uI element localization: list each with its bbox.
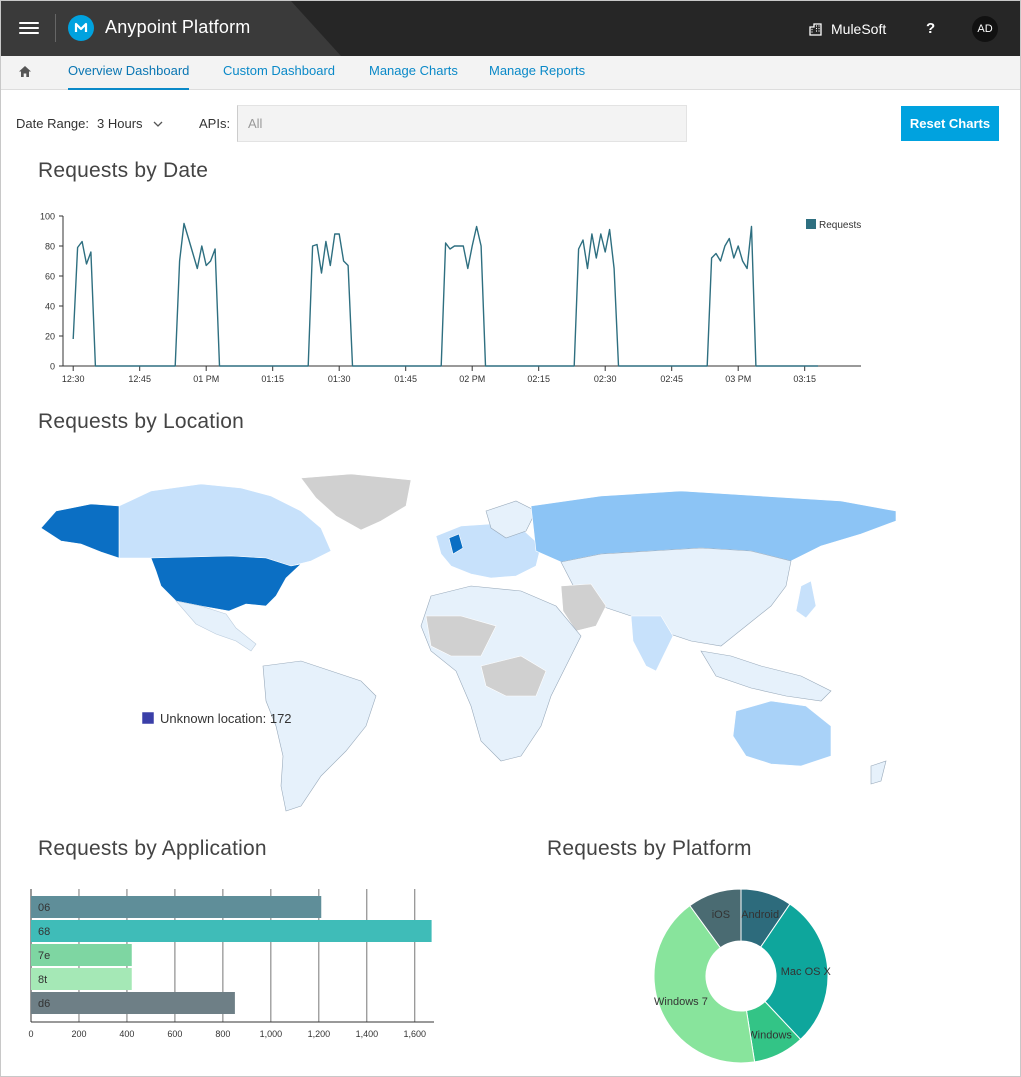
bar-x-tick-label: 600: [167, 1029, 182, 1039]
x-tick-label: 02:45: [660, 374, 683, 384]
application-bar[interactable]: [31, 992, 235, 1014]
x-tick-label: 03:15: [793, 374, 816, 384]
bar-x-tick-label: 1,400: [356, 1029, 379, 1039]
unknown-location-label: Unknown location: 172: [160, 711, 292, 726]
requests-by-application-chart: 0 200 400 600 800 1,000 1,200 1,400 1,600 06 68 7e 8…: [1, 881, 461, 1061]
requests-by-location-map: Unknown location: 172: [1, 466, 1021, 816]
map-region-se-asia[interactable]: [701, 651, 831, 701]
tab-custom-dashboard[interactable]: Custom Dashboard: [223, 63, 335, 90]
y-tick-label: 0: [50, 362, 55, 372]
application-bar[interactable]: [31, 920, 432, 942]
avatar[interactable]: AD: [972, 16, 998, 42]
tab-overview-dashboard[interactable]: Overview Dashboard: [68, 63, 189, 90]
bar-x-tick-label: 1,200: [308, 1029, 331, 1039]
bar-x-tick-label: 200: [71, 1029, 86, 1039]
requests-by-platform-title: Requests by Platform: [547, 837, 752, 861]
x-tick-label: 01:30: [328, 374, 351, 384]
map-region-new-zealand[interactable]: [871, 761, 886, 784]
requests-by-date-chart: 0 20 40 60 80 100 12:30 12:45 01 PM 01:15 01:30 01:…: [1, 201, 1021, 391]
x-tick-label: 02:30: [594, 374, 617, 384]
top-bar: Anypoint Platform MuleSoft ? AD: [1, 1, 1021, 56]
x-tick-label: 03 PM: [725, 374, 751, 384]
org-name: MuleSoft: [831, 21, 886, 37]
bar-x-tick-label: 400: [119, 1029, 134, 1039]
y-tick-label: 80: [45, 242, 55, 252]
date-range-value: 3 Hours: [97, 116, 143, 131]
x-tick-label: 02 PM: [459, 374, 485, 384]
apis-label: APIs:: [199, 116, 230, 131]
platform-slice-label: Android: [741, 909, 779, 921]
reset-charts-button[interactable]: Reset Charts: [901, 106, 999, 141]
x-tick-label: 01 PM: [193, 374, 219, 384]
application-bar[interactable]: [31, 896, 321, 918]
platform-slice-label: Windows: [747, 1029, 792, 1041]
date-range-label: Date Range:: [16, 116, 89, 131]
series-line-requests: [73, 224, 818, 367]
bar-x-tick-label: 1,600: [404, 1029, 427, 1039]
bar-x-tick-label: 1,000: [260, 1029, 283, 1039]
application-bar-label: 06: [38, 902, 50, 914]
x-tick-label: 12:45: [128, 374, 151, 384]
y-tick-label: 40: [45, 302, 55, 312]
legend-label: Requests: [819, 220, 861, 231]
map-region-usa[interactable]: [151, 556, 301, 611]
map-region-alaska[interactable]: [41, 504, 119, 558]
application-bar-label: 7e: [38, 950, 50, 962]
divider: [55, 14, 56, 42]
map-region-south-america[interactable]: [263, 661, 376, 811]
tab-manage-reports[interactable]: Manage Reports: [489, 63, 585, 90]
map-region-europe[interactable]: [436, 524, 541, 578]
tab-manage-charts[interactable]: Manage Charts: [369, 63, 458, 90]
bar-x-tick-label: 800: [215, 1029, 230, 1039]
app-title: Anypoint Platform: [105, 17, 250, 38]
map-region-greenland[interactable]: [301, 474, 411, 530]
help-button[interactable]: ?: [926, 20, 935, 37]
platform-slice-label: Mac OS X: [781, 966, 832, 978]
requests-by-platform-chart: Android Mac OS X Windows Windows 7 iOS: [601, 881, 881, 1071]
map-region-japan[interactable]: [796, 581, 816, 618]
legend-swatch: [806, 219, 816, 229]
requests-by-application-title: Requests by Application: [38, 837, 267, 861]
map-region-canada[interactable]: [119, 484, 331, 566]
unknown-location-swatch: [142, 712, 154, 724]
home-icon[interactable]: [18, 65, 32, 78]
date-range-select[interactable]: 3 Hours: [97, 116, 163, 131]
application-bar-label: d6: [38, 998, 50, 1010]
apis-input[interactable]: [237, 105, 687, 142]
x-tick-label: 12:30: [62, 374, 85, 384]
requests-by-date-title: Requests by Date: [38, 159, 208, 183]
hamburger-menu-icon[interactable]: [19, 19, 39, 37]
nav-bar: Overview Dashboard Custom Dashboard Mana…: [1, 56, 1021, 90]
chevron-down-icon: [153, 121, 163, 127]
y-tick-label: 60: [45, 272, 55, 282]
bar-x-tick-label: 0: [28, 1029, 33, 1039]
application-bar-label: 68: [38, 926, 50, 938]
x-tick-label: 01:15: [261, 374, 284, 384]
map-region-australia[interactable]: [733, 701, 831, 766]
x-tick-label: 02:15: [527, 374, 550, 384]
building-icon: [809, 22, 823, 36]
x-tick-label: 01:45: [394, 374, 417, 384]
platform-slice-label: iOS: [712, 909, 730, 921]
y-tick-label: 20: [45, 332, 55, 342]
application-bar-label: 8t: [38, 974, 47, 986]
y-tick-label: 100: [40, 212, 55, 222]
mulesoft-logo-icon[interactable]: [68, 15, 94, 41]
org-selector[interactable]: MuleSoft: [809, 21, 886, 37]
requests-by-location-title: Requests by Location: [38, 410, 244, 434]
platform-slice-label: Windows 7: [654, 996, 708, 1008]
